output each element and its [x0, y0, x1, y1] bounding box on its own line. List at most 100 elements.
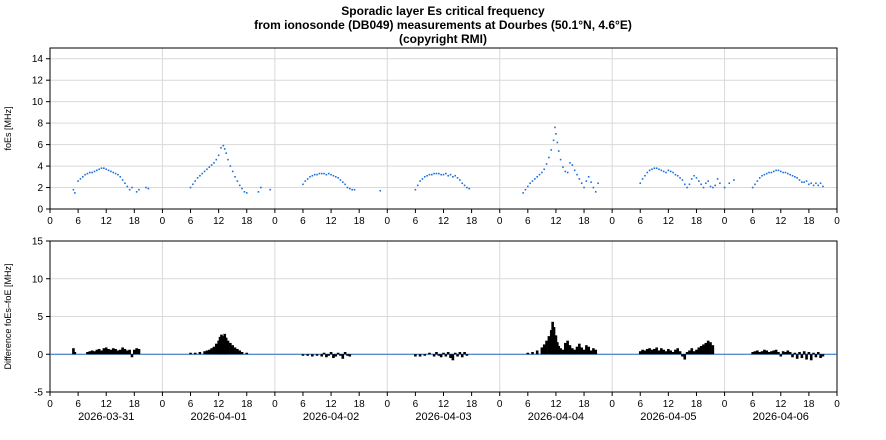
- difference-bar: [222, 336, 225, 355]
- foes-point: [662, 170, 665, 173]
- foes-point: [555, 133, 557, 135]
- foes-point: [442, 173, 445, 176]
- foes-point: [817, 184, 820, 187]
- difference-bar: [245, 352, 249, 355]
- foes-point: [702, 186, 705, 189]
- foes-point: [337, 177, 339, 179]
- difference-bar: [526, 352, 530, 355]
- foes-point: [323, 172, 325, 175]
- x-tick-label: 0: [834, 399, 840, 410]
- foes-point: [698, 180, 700, 182]
- difference-bar: [414, 354, 417, 357]
- difference-bar: [306, 354, 309, 356]
- foes-point: [206, 168, 208, 171]
- x-tick-label: 18: [129, 216, 141, 227]
- x-tick-label: 0: [834, 216, 840, 227]
- difference-bar: [439, 354, 443, 358]
- foes-point: [112, 171, 115, 174]
- x-tick-label: 12: [550, 216, 562, 227]
- difference-bar: [444, 354, 448, 357]
- foes-point: [72, 188, 75, 191]
- x-tick-label: 0: [722, 399, 728, 410]
- difference-bar: [753, 351, 757, 355]
- foes-point: [119, 176, 122, 178]
- difference-bar: [109, 349, 113, 355]
- difference-bar: [460, 354, 464, 358]
- plot-frame: [49, 47, 838, 210]
- x-tick-label: 18: [466, 216, 478, 227]
- x-tick-label: 18: [691, 216, 703, 227]
- foes-point: [522, 192, 524, 194]
- x-tick-label: 12: [326, 216, 338, 227]
- difference-bar: [777, 351, 780, 355]
- foes-point: [554, 126, 556, 129]
- foes-point: [344, 183, 346, 186]
- foes-point: [587, 176, 590, 178]
- foes-point: [728, 182, 731, 185]
- foes-point: [660, 169, 663, 172]
- foes-point: [819, 182, 822, 185]
- foes-point: [433, 172, 435, 175]
- foes-point: [686, 186, 688, 189]
- difference-bar: [756, 350, 759, 355]
- x-day-label: 2026-03-31: [78, 411, 134, 423]
- x-tick-label: 0: [497, 399, 503, 410]
- foes-point: [576, 173, 578, 176]
- foes-point: [194, 180, 197, 182]
- foes-point: [459, 179, 461, 181]
- foes-point: [320, 172, 323, 175]
- difference-bar: [456, 354, 459, 357]
- difference-bar: [217, 340, 220, 355]
- difference-bar: [697, 347, 701, 355]
- difference-bar: [559, 348, 562, 355]
- difference-bar: [121, 347, 124, 355]
- difference-bar: [812, 352, 815, 355]
- difference-bar: [545, 340, 548, 355]
- foes-point: [79, 178, 82, 180]
- difference-bar: [88, 351, 92, 355]
- foes-point: [236, 180, 239, 182]
- foes-point: [81, 176, 84, 178]
- difference-bar: [118, 349, 122, 355]
- foes-point: [810, 182, 813, 185]
- difference-bar: [592, 348, 595, 355]
- foes-point: [782, 171, 784, 174]
- x-tick-label: 18: [241, 399, 253, 410]
- foes-point: [74, 192, 76, 194]
- difference-bar: [587, 346, 591, 355]
- difference-bar: [339, 354, 342, 356]
- difference-bar: [346, 354, 349, 356]
- difference-bar: [215, 343, 218, 355]
- difference-bar: [137, 348, 141, 355]
- difference-bar: [770, 351, 773, 355]
- x-tick-label: 18: [129, 399, 141, 410]
- foes-point: [552, 139, 555, 142]
- difference-bar: [671, 351, 675, 355]
- foes-point: [805, 180, 808, 182]
- foes-point: [789, 173, 791, 176]
- foes-point: [416, 184, 419, 187]
- x-tick-label: 0: [385, 216, 391, 227]
- foes-point: [91, 171, 93, 174]
- y-tick-label: 15: [32, 237, 44, 248]
- difference-bar: [135, 348, 138, 355]
- difference-bar: [802, 351, 806, 355]
- y-axis-label: foEs [MHz]: [3, 106, 13, 150]
- difference-bar: [437, 354, 441, 356]
- foes-point: [463, 184, 466, 187]
- difference-bar: [547, 336, 551, 355]
- foes-point: [423, 176, 426, 178]
- foes-point: [592, 186, 595, 189]
- difference-bar: [809, 354, 813, 361]
- foes-point: [114, 172, 117, 175]
- difference-bar: [205, 350, 209, 355]
- difference-bar: [332, 354, 335, 359]
- foes-point: [135, 191, 138, 193]
- foes-point: [456, 177, 459, 179]
- x-tick-label: 6: [525, 216, 531, 227]
- foes-point: [222, 144, 225, 147]
- difference-bar: [458, 351, 462, 355]
- foes-point: [468, 187, 471, 190]
- foes-point: [679, 177, 681, 179]
- difference-bar: [669, 350, 672, 355]
